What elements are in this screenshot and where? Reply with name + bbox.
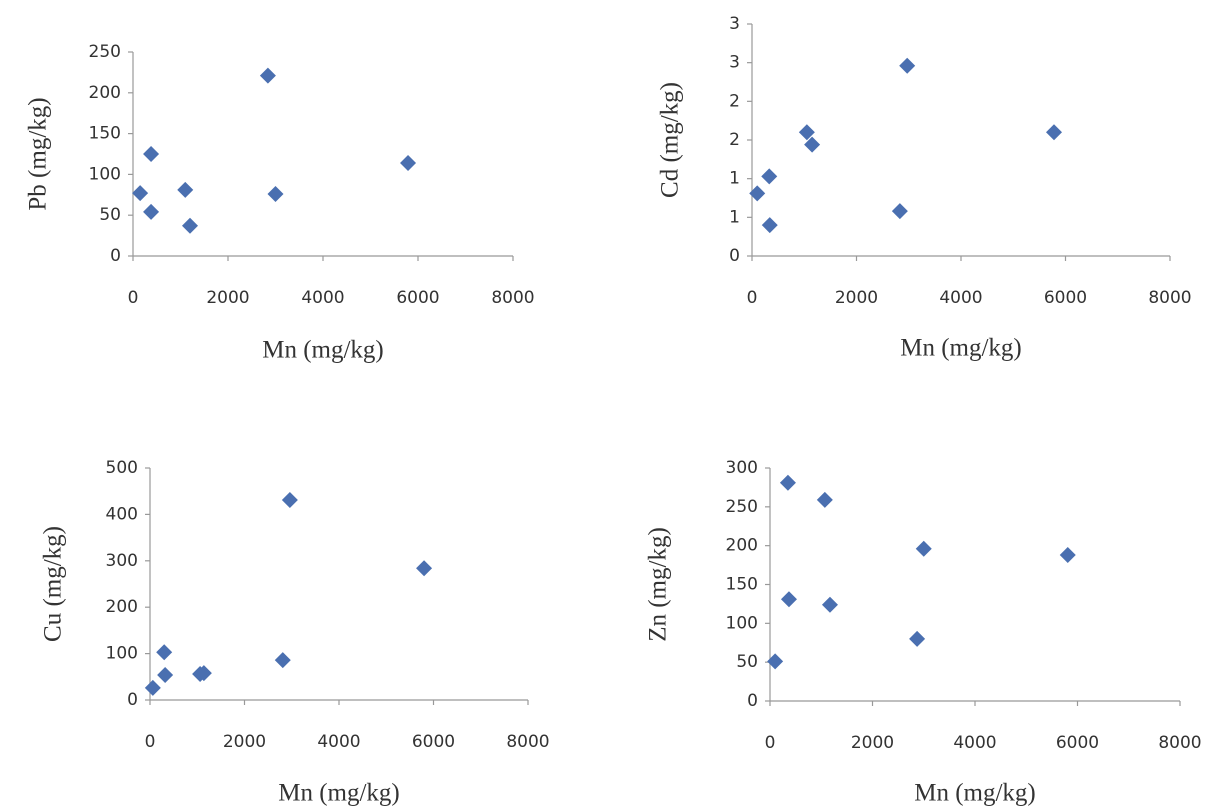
x-tick-label: 4000 bbox=[939, 288, 982, 308]
x-tick-label: 8000 bbox=[506, 732, 549, 752]
x-tick-label: 4000 bbox=[301, 288, 344, 308]
point bbox=[182, 217, 198, 234]
point bbox=[1059, 546, 1076, 563]
x-axis-title: Mn (mg/kg) bbox=[900, 335, 1022, 362]
y-axis-title: Cu (mg/kg) bbox=[40, 526, 67, 642]
y-axis-title: Pb (mg/kg) bbox=[25, 97, 52, 210]
point bbox=[281, 492, 298, 509]
y-tick-label: 1 bbox=[729, 207, 740, 227]
point bbox=[761, 168, 778, 185]
point bbox=[143, 146, 160, 162]
x-tick-label: 8000 bbox=[491, 288, 534, 308]
y-tick-label: 2 bbox=[729, 130, 740, 150]
y-tick-label: 300 bbox=[726, 458, 758, 478]
x-axis-title: Mn (mg/kg) bbox=[914, 780, 1036, 807]
y-tick-label: 100 bbox=[726, 613, 758, 633]
point bbox=[899, 57, 916, 74]
y-tick-label: 50 bbox=[736, 652, 758, 672]
point bbox=[143, 203, 160, 220]
point bbox=[400, 154, 417, 171]
y-tick-label: 250 bbox=[726, 497, 758, 517]
y-tick-label: 100 bbox=[89, 164, 121, 184]
x-tick-label: 4000 bbox=[953, 733, 996, 753]
point bbox=[767, 653, 784, 670]
point bbox=[144, 679, 161, 696]
point bbox=[915, 540, 932, 557]
point bbox=[416, 560, 433, 577]
point bbox=[798, 124, 815, 141]
point bbox=[779, 474, 796, 491]
point bbox=[259, 67, 276, 84]
y-tick-label: 500 bbox=[106, 458, 138, 478]
y-tick-label: 200 bbox=[726, 536, 758, 556]
x-tick-label: 6000 bbox=[396, 288, 439, 308]
y-tick-label: 300 bbox=[106, 551, 138, 571]
y-tick-label: 150 bbox=[726, 575, 758, 595]
x-tick-label: 6000 bbox=[1056, 733, 1099, 753]
point bbox=[804, 136, 821, 153]
x-axis-title: Mn (mg/kg) bbox=[278, 780, 400, 807]
point bbox=[816, 491, 833, 508]
x-tick-label: 6000 bbox=[412, 732, 455, 752]
y-tick-label: 3 bbox=[729, 53, 740, 73]
y-tick-label: 0 bbox=[127, 690, 138, 710]
y-axis-title: Cd (mg/kg) bbox=[657, 82, 684, 198]
x-tick-label: 2000 bbox=[835, 288, 878, 308]
point bbox=[195, 665, 212, 682]
y-tick-label: 250 bbox=[89, 42, 121, 62]
point bbox=[274, 652, 291, 669]
y-tick-label: 200 bbox=[89, 83, 121, 103]
point bbox=[132, 185, 149, 202]
y-tick-label: 2 bbox=[729, 91, 740, 111]
point bbox=[891, 203, 908, 220]
x-tick-label: 4000 bbox=[317, 732, 360, 752]
x-tick-label: 0 bbox=[145, 732, 156, 752]
point bbox=[761, 217, 778, 234]
x-tick-label: 2000 bbox=[851, 733, 894, 753]
y-tick-label: 3 bbox=[729, 14, 740, 34]
y-tick-label: 100 bbox=[106, 644, 138, 664]
point bbox=[156, 644, 173, 661]
x-tick-label: 0 bbox=[747, 288, 758, 308]
y-tick-label: 400 bbox=[106, 504, 138, 524]
point bbox=[157, 666, 174, 683]
point bbox=[267, 185, 284, 202]
point bbox=[749, 185, 766, 202]
point bbox=[821, 596, 838, 613]
x-tick-label: 0 bbox=[765, 733, 776, 753]
point bbox=[909, 630, 926, 647]
x-axis-title: Mn (mg/kg) bbox=[262, 337, 384, 364]
y-tick-label: 0 bbox=[747, 691, 758, 711]
y-tick-label: 50 bbox=[99, 205, 121, 225]
y-tick-label: 0 bbox=[110, 246, 121, 266]
x-tick-label: 2000 bbox=[206, 288, 249, 308]
y-tick-label: 150 bbox=[89, 124, 121, 144]
x-tick-label: 2000 bbox=[223, 732, 266, 752]
x-tick-label: 6000 bbox=[1044, 288, 1087, 308]
x-tick-label: 8000 bbox=[1158, 733, 1201, 753]
point bbox=[177, 181, 194, 198]
x-tick-label: 0 bbox=[128, 288, 139, 308]
y-tick-label: 200 bbox=[106, 597, 138, 617]
point bbox=[780, 591, 797, 608]
y-tick-label: 1 bbox=[729, 169, 740, 189]
point bbox=[1046, 124, 1063, 141]
y-axis-title: Zn (mg/kg) bbox=[645, 527, 672, 642]
y-tick-label: 0 bbox=[729, 246, 740, 266]
x-tick-label: 8000 bbox=[1148, 288, 1191, 308]
